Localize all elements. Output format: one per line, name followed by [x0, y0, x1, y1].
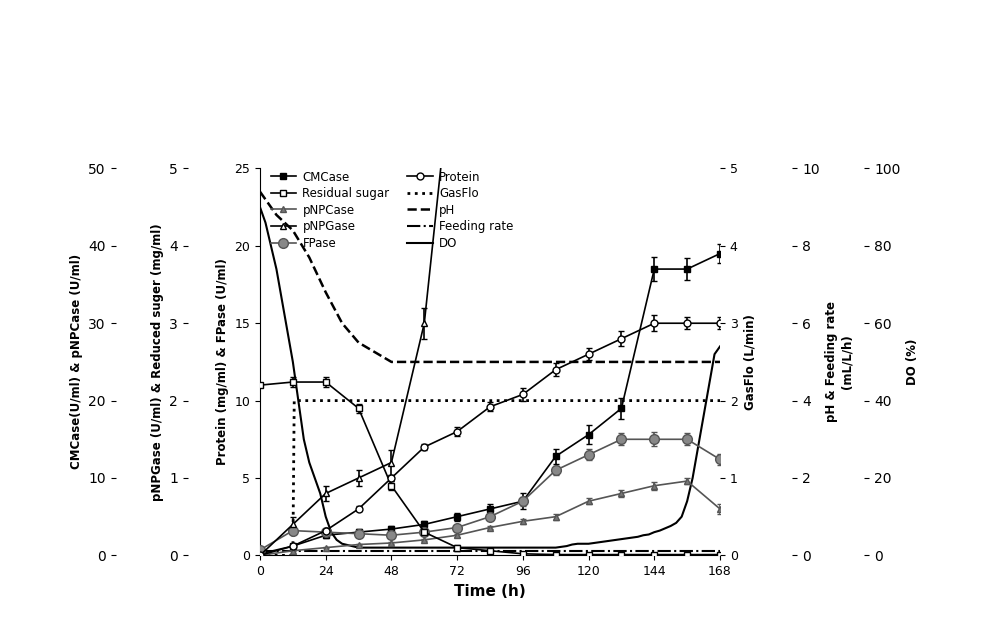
Y-axis label: DO (%): DO (%) — [906, 339, 919, 385]
X-axis label: Time (h): Time (h) — [454, 583, 526, 598]
Y-axis label: pH & Feeding rate
(mL/L/h): pH & Feeding rate (mL/L/h) — [825, 301, 853, 422]
Y-axis label: Protein (mg/ml) & FPase (U/ml): Protein (mg/ml) & FPase (U/ml) — [216, 258, 229, 466]
Y-axis label: CMCase(U/ml) & pNPCase (U/ml): CMCase(U/ml) & pNPCase (U/ml) — [70, 255, 83, 469]
Y-axis label: pNPGase (U/ml) & Reduced suger (mg/ml): pNPGase (U/ml) & Reduced suger (mg/ml) — [151, 223, 164, 500]
Legend: CMCase, Residual sugar, pNPCase, pNPGase, FPase, Protein, GasFlo, pH, Feeding ra: CMCase, Residual sugar, pNPCase, pNPGase… — [271, 170, 513, 250]
Y-axis label: GasFlo (L/min): GasFlo (L/min) — [743, 314, 756, 410]
